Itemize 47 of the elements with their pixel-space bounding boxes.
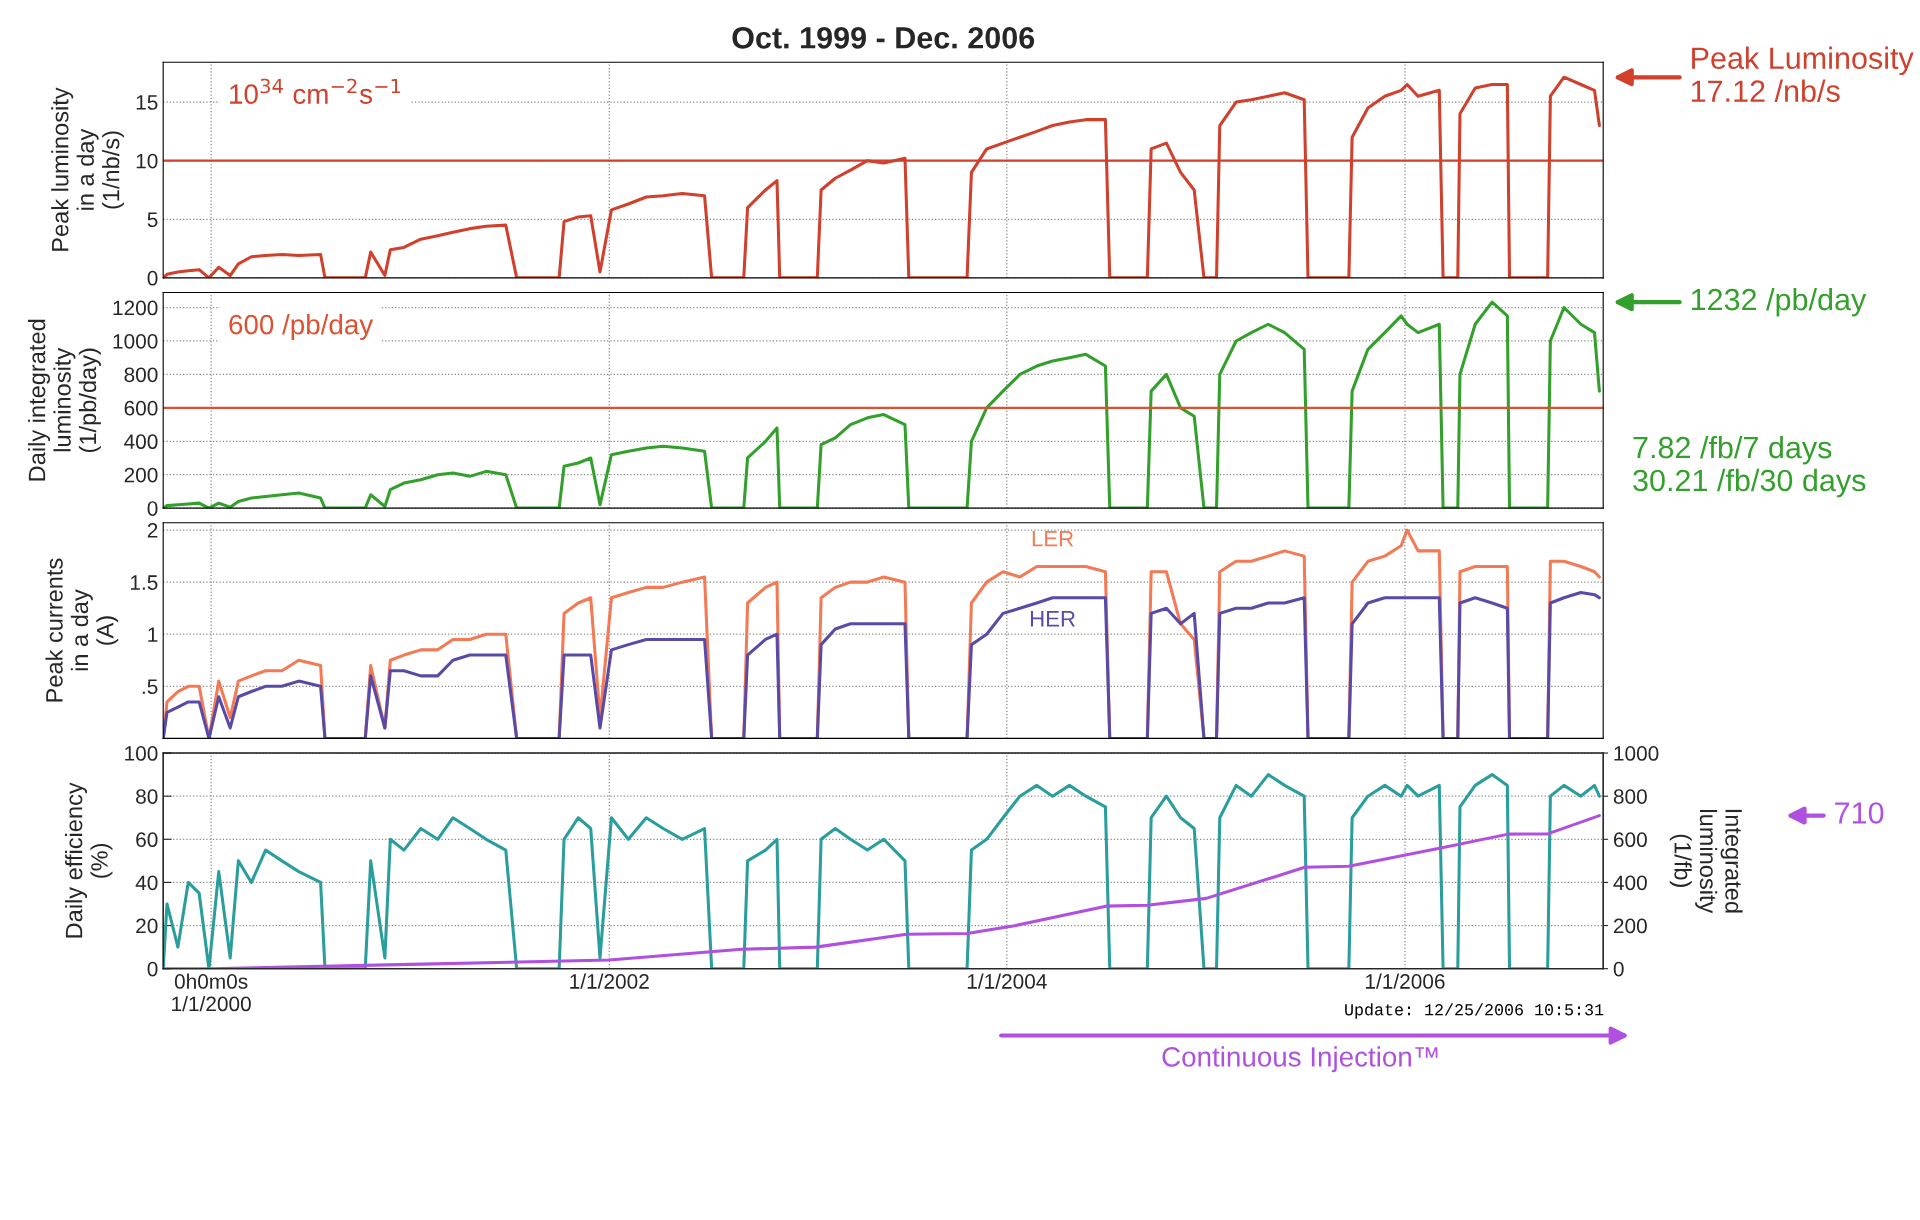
- chart-title: Oct. 1999 - Dec. 2006: [732, 26, 1035, 49]
- x-tick-label: 0h0m0s 1/1/2000: [172, 973, 251, 1012]
- y-tick-label: 2: [147, 523, 158, 538]
- y2-tick-label: 1000: [1614, 746, 1659, 761]
- series-label: HER: [1030, 611, 1076, 627]
- y-tick-label: .5: [142, 679, 158, 695]
- y2-tick-label: 0: [1613, 961, 1624, 977]
- y-tick-label: 10: [136, 153, 158, 169]
- y-tick-label: 20: [136, 918, 158, 934]
- y-tick-label: 1000: [113, 333, 158, 349]
- y-tick-label: 15: [136, 95, 158, 110]
- y-tick-label: 0: [147, 270, 158, 286]
- text: 710: [1835, 802, 1884, 824]
- y2-tick-label: 600: [1613, 832, 1647, 848]
- y-tick-label: 0: [147, 501, 158, 516]
- y-tick-label: 40: [135, 875, 158, 891]
- y-tick-label: 200: [124, 467, 158, 483]
- text: 7.82 /fb/7 days 30.21 /fb/30 days: [1633, 435, 1866, 498]
- y-tick-label: 5: [147, 212, 158, 228]
- y-axis-title: Peak currents in a day (A): [45, 558, 119, 702]
- x-tick-label: 1/1/2006: [1366, 973, 1445, 989]
- text: Update: 12/25/2006 10:5:31: [1345, 1003, 1604, 1019]
- y2-tick-label: 400: [1613, 875, 1647, 891]
- y-axis-title: Daily efficiency (%): [65, 782, 113, 938]
- y2-axis-title: Integrated luminosity (1/fb): [1669, 809, 1743, 914]
- y-tick-label: 60: [136, 832, 158, 848]
- ref-line-label: 10$^{34}$ cm$^{−2}$s$^{−1}$: [230, 78, 401, 104]
- series-label: LER: [1032, 531, 1074, 547]
- y-tick-label: 0: [147, 961, 158, 977]
- y-axis-title: Daily integrated luminosity (1/pb/day): [28, 319, 101, 481]
- y-tick-label: 80: [136, 789, 158, 804]
- y-tick-label: 1.5: [130, 575, 158, 590]
- x-tick-label: 1/1/2004: [967, 973, 1047, 989]
- text: Continuous Injection™: [1162, 1046, 1438, 1073]
- y-tick-label: 1200: [113, 300, 158, 316]
- y2-tick-label: 200: [1613, 918, 1647, 934]
- y-tick-label: 400: [124, 434, 158, 450]
- ref-line-label: 600 /pb/day: [229, 314, 374, 340]
- y-tick-label: 600: [124, 400, 158, 416]
- y-axis-title: Peak luminosity in a day (1/nb/s): [51, 87, 125, 251]
- y-tick-label: 800: [124, 367, 158, 383]
- y2-tick-label: 800: [1613, 789, 1647, 804]
- y-tick-label: 100: [125, 746, 158, 761]
- y-tick-label: 1: [148, 627, 158, 642]
- text: Peak Luminosity 17.12 /nb/s: [1691, 46, 1914, 102]
- text: 1232 /pb/day: [1691, 287, 1867, 317]
- x-tick-label: 1/1/2002: [570, 973, 649, 989]
